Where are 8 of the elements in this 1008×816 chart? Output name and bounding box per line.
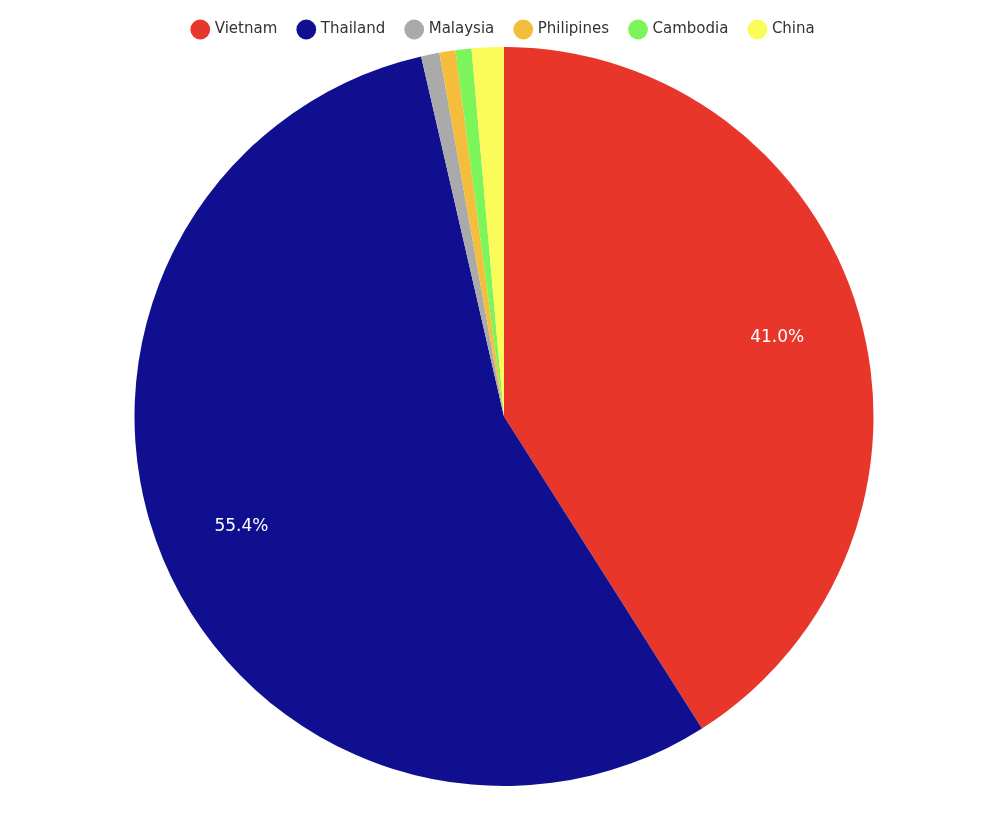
- legend-label: Cambodia: [652, 19, 729, 38]
- legend-label: Vietnam: [214, 19, 278, 38]
- legend-label: Philipines: [537, 19, 610, 38]
- data-label: 55.4%: [214, 514, 269, 535]
- legend-label: China: [771, 19, 815, 38]
- legend-label: Thailand: [319, 19, 386, 38]
- data-label: 41.0%: [750, 325, 805, 346]
- legend-label: Malaysia: [428, 19, 495, 38]
